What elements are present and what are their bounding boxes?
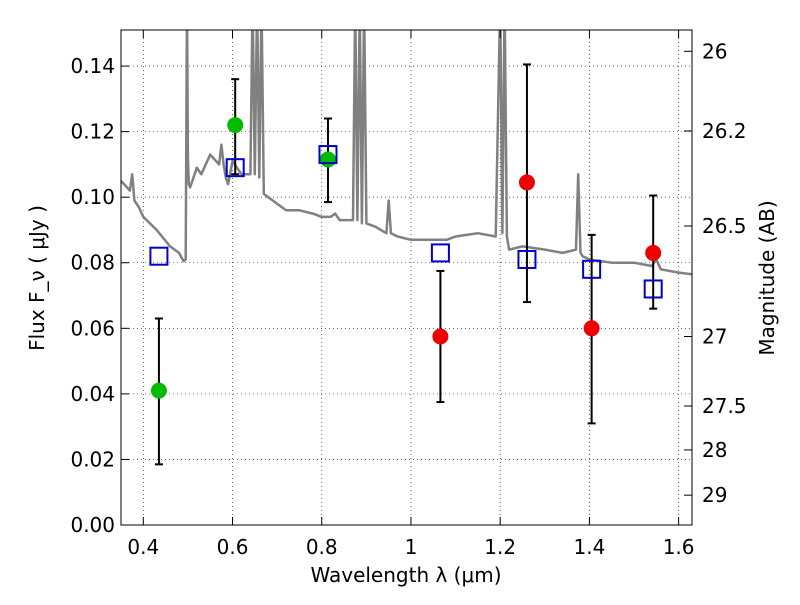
right-axis-ticks: 26 26.2 26.5 27 27.5 28 29 [684,39,747,507]
x-tick-label: 0.8 [306,535,338,559]
model-spectrum [121,30,692,276]
x-tick-label: 0.6 [217,535,249,559]
y-tick-label: 0.00 [70,513,115,537]
right-tick-label: 26.5 [702,214,747,238]
x-tick-label: 1.2 [484,535,516,559]
model-flux-marker [643,279,663,299]
model-flux-marker [517,249,537,269]
data-point [583,320,600,337]
right-tick-label: 29 [702,483,727,507]
plot-frame [120,29,693,526]
x-axis-label: Wavelength λ (μm) [310,563,501,587]
model-flux-marker [318,145,338,165]
right-tick-label: 27.5 [702,394,747,418]
data-markers [149,117,663,399]
right-tick-label: 28 [702,438,727,462]
x-tick-label: 1.4 [573,535,605,559]
x-tick-label: 1.6 [663,535,695,559]
model-flux-marker [149,246,169,266]
y-tick-label: 0.08 [70,251,115,275]
right-tick-label: 26.2 [702,119,747,143]
y-axis-label: Flux F_ν ( μJy ) [25,205,49,351]
model-spectrum-line [121,30,692,276]
right-axis-label: Magnitude (AB) [755,200,779,355]
y-tick-label: 0.10 [70,185,115,209]
data-point [150,382,167,399]
data-point [432,328,449,345]
y-tick-label: 0.02 [70,447,115,471]
model-flux-marker [225,158,245,178]
data-point [319,151,336,168]
x-tick-label: 1 [405,535,418,559]
model-flux-marker [430,243,450,263]
x-tick-label: 0.4 [127,535,159,559]
model-flux-marker [582,259,602,279]
right-tick-label: 26 [702,39,727,63]
y-tick-label: 0.12 [70,120,115,144]
y-axis-ticks: 0.00 0.02 0.04 0.06 0.08 0.10 0.12 0.14 [70,54,129,537]
data-point [645,244,662,261]
data-point [227,117,244,134]
plot-background [121,30,692,525]
right-tick-label: 27 [702,325,727,349]
y-tick-label: 0.04 [70,382,115,406]
y-tick-label: 0.14 [70,54,115,78]
x-axis-ticks: 0.4 0.6 0.8 1 1.2 1.4 1.6 [127,30,695,559]
data-point [518,174,535,191]
y-tick-label: 0.06 [70,316,115,340]
grid-lines [121,30,692,525]
